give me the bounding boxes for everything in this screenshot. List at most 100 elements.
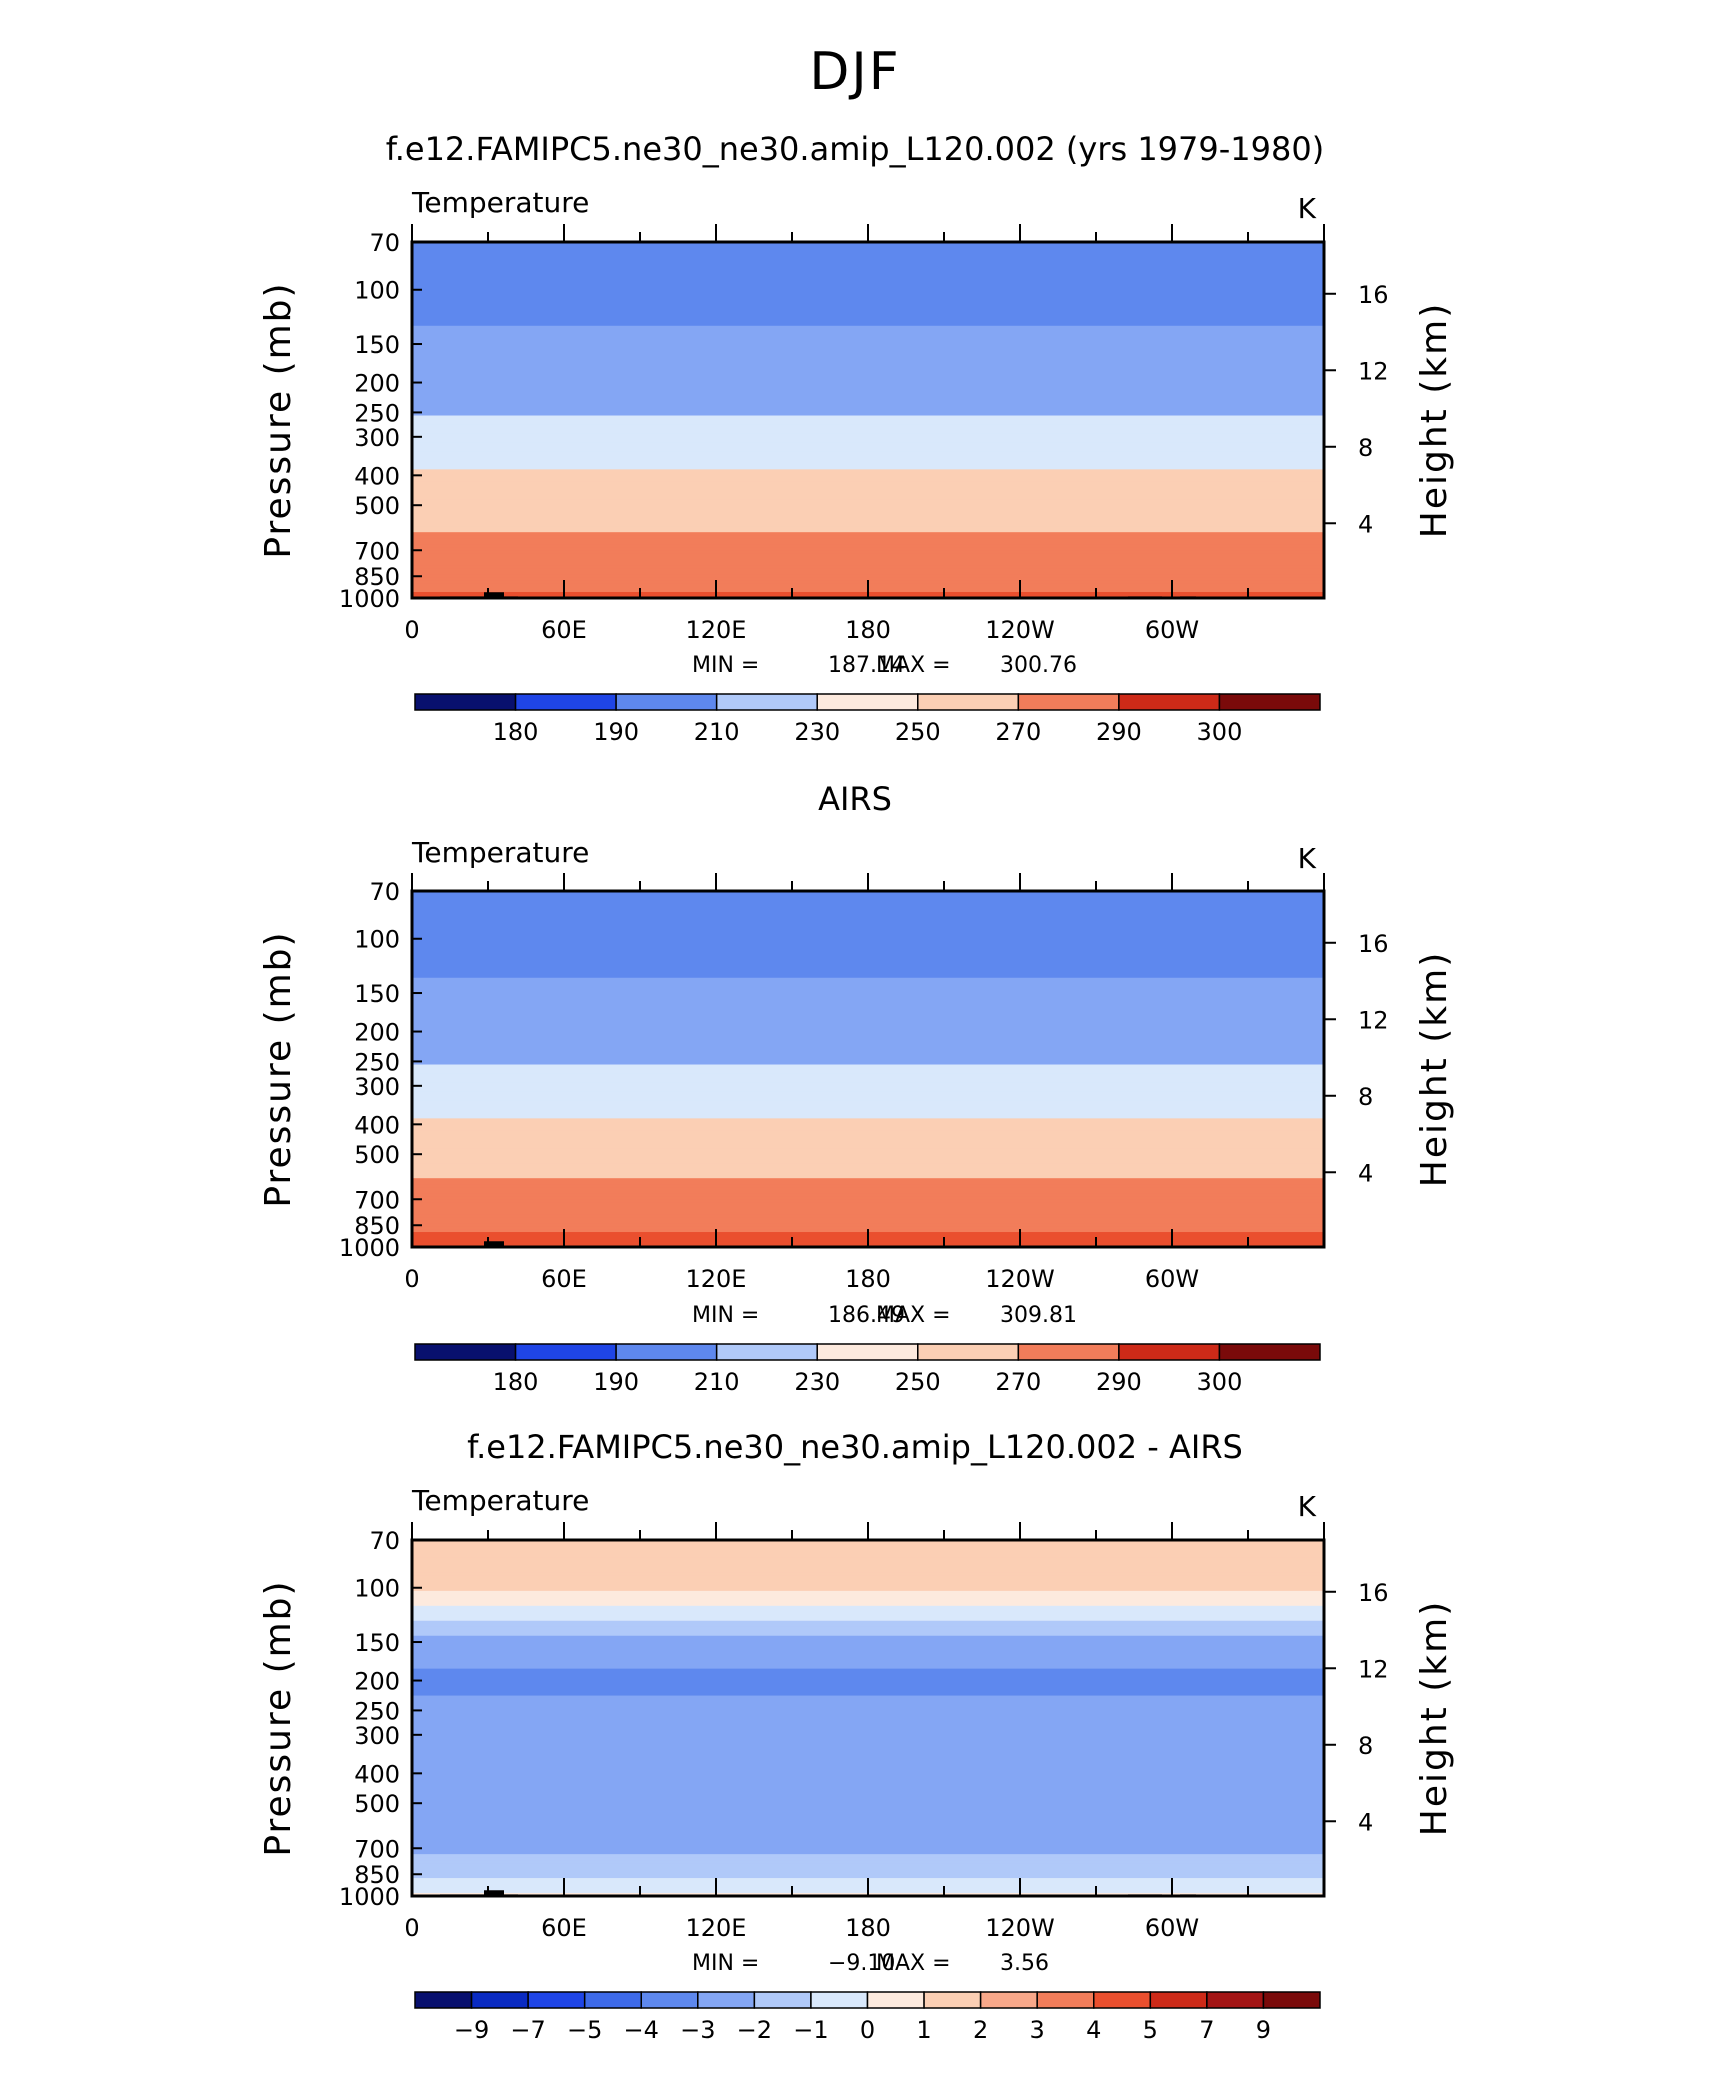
terrain-mask	[484, 592, 504, 598]
contour-band	[412, 1145, 1324, 1149]
contour-band	[412, 457, 1324, 461]
contour-band	[412, 1719, 1324, 1724]
contour-band	[412, 902, 1324, 907]
y-tick-label: 500	[354, 1141, 400, 1169]
contour-band	[412, 460, 1324, 464]
contour-band	[412, 1872, 1324, 1876]
contour-band	[412, 364, 1324, 369]
colorbar-box	[1017, 1343, 1120, 1361]
contour-band	[412, 1566, 1324, 1571]
contour-band	[412, 253, 1324, 258]
contour-band	[412, 1061, 1324, 1066]
colorbar-label: 230	[794, 1368, 840, 1396]
y-tick-label: 700	[354, 1186, 400, 1214]
contour-band	[412, 917, 1324, 922]
y-tick-label: 500	[354, 492, 400, 520]
colorbar-label: 270	[995, 1368, 1041, 1396]
contour-band	[412, 1160, 1324, 1164]
colorbar-box	[527, 1991, 586, 2009]
colorbar-label: 190	[593, 1368, 639, 1396]
max-value: 309.81	[1000, 1303, 1077, 1328]
min-label: MIN =	[692, 653, 759, 678]
contour-band	[412, 451, 1324, 456]
contour-band	[412, 1875, 1324, 1879]
y-tick-label: 850	[354, 1212, 400, 1240]
contour-band	[412, 1127, 1324, 1131]
contour-band	[412, 1187, 1324, 1191]
min-value: −9.10	[828, 1951, 895, 1976]
y-tick-label: 400	[354, 1760, 400, 1788]
max-label: MAX =	[876, 1951, 951, 1976]
contour-band	[412, 1214, 1324, 1218]
contour-band	[412, 358, 1324, 363]
contour-band	[412, 274, 1324, 279]
contour-band	[412, 1548, 1324, 1553]
contour-band	[412, 1004, 1324, 1009]
contour-band	[412, 1208, 1324, 1212]
panel-title: AIRS	[818, 780, 892, 818]
contour-band	[412, 325, 1324, 330]
contour-band	[412, 1605, 1324, 1610]
contour-band	[412, 1016, 1324, 1021]
contour-band	[412, 1863, 1324, 1867]
colorbar-label: 270	[995, 718, 1041, 746]
contour-band	[412, 1626, 1324, 1631]
y-tick-label: 250	[354, 399, 400, 427]
contour-band	[412, 1845, 1324, 1849]
contour-band	[412, 1809, 1324, 1813]
colorbar-label: 9	[1256, 2016, 1271, 2044]
y-tick-label: 250	[354, 1048, 400, 1076]
contour-band	[412, 508, 1324, 512]
y-tick-label: 70	[369, 878, 400, 906]
colorbar-label: 180	[493, 718, 539, 746]
colorbar-box	[1017, 693, 1120, 711]
contour-band	[412, 550, 1324, 554]
contour-band	[412, 1007, 1324, 1012]
contour-band	[412, 932, 1324, 937]
colorbar-label: 250	[895, 1368, 941, 1396]
contour-band	[412, 1770, 1324, 1774]
y-right-tick-label: 12	[1358, 1006, 1389, 1034]
contour-band	[412, 289, 1324, 294]
contour-band	[412, 1172, 1324, 1176]
contour-band	[412, 259, 1324, 264]
min-label: MIN =	[692, 1951, 759, 1976]
contour-band	[412, 439, 1324, 444]
contour-band	[412, 1584, 1324, 1589]
contour-band	[412, 1052, 1324, 1057]
contour-band	[412, 914, 1324, 919]
y-tick-label: 1000	[339, 585, 400, 613]
colorbar-box	[1149, 1991, 1208, 2009]
contour-band	[412, 244, 1324, 249]
contour-band	[412, 891, 1324, 895]
contour-band	[412, 1824, 1324, 1828]
units-label: K	[1298, 192, 1317, 225]
y-tick-label: 200	[354, 1668, 400, 1696]
colorbar-box	[816, 1343, 919, 1361]
colorbar-box	[1218, 693, 1321, 711]
contour-band	[412, 424, 1324, 429]
contour-band	[412, 1121, 1324, 1125]
panel-title: f.e12.FAMIPC5.ne30_ne30.amip_L120.002 (y…	[386, 130, 1324, 168]
contour-band	[412, 373, 1324, 378]
contour-band	[412, 1827, 1324, 1831]
contour-band	[412, 340, 1324, 345]
y-tick-label: 1000	[339, 1883, 400, 1911]
colorbar-box	[414, 693, 517, 711]
contour-band	[412, 388, 1324, 393]
contour-band	[412, 1713, 1324, 1718]
contour-band	[412, 1181, 1324, 1185]
colorbar-box	[923, 1991, 982, 2009]
contour-band	[412, 346, 1324, 351]
colorbar-box	[640, 1991, 699, 2009]
colorbar-box	[753, 1991, 812, 2009]
y-axis-title: Pressure (mb)	[258, 281, 299, 558]
contour-band	[412, 463, 1324, 467]
contour-band	[412, 496, 1324, 500]
contour-band	[412, 1001, 1324, 1006]
contour-band	[412, 1091, 1324, 1096]
x-tick-label: 60W	[1145, 616, 1199, 644]
contour-band	[412, 1058, 1324, 1063]
x-tick-label: 180	[845, 1914, 891, 1942]
y-right-axis-title: Height (km)	[1414, 951, 1455, 1187]
